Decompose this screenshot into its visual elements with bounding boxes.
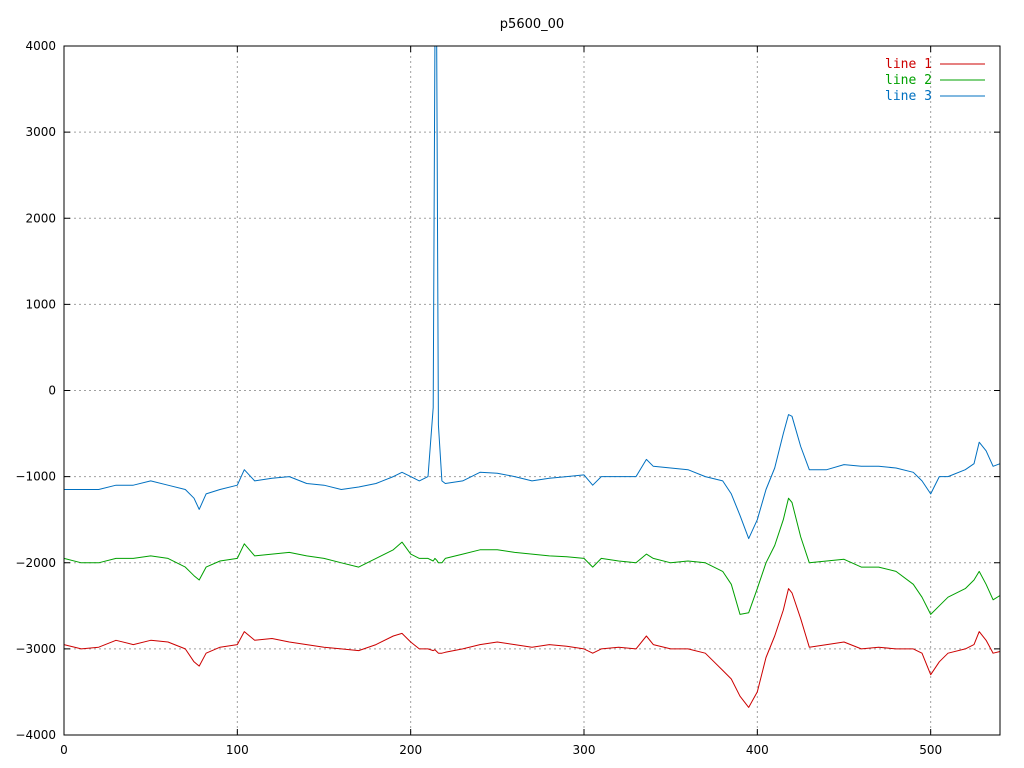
- legend-label-3: line 3: [885, 89, 932, 104]
- x-tick-label: 200: [399, 743, 422, 757]
- legend-label-2: line 2: [885, 73, 932, 88]
- series-line-1: [63, 588, 1001, 708]
- y-axis-tick-labels: −4000 −3000 −2000 −1000 0 1000 2000 3000 4000: [15, 39, 56, 742]
- x-tick-label: 300: [573, 743, 596, 757]
- x-axis-tick-labels: 0 100 200 300 400 500: [60, 743, 942, 757]
- y-tick-label: 3000: [25, 125, 56, 139]
- x-tick-label: 400: [746, 743, 769, 757]
- series-lines: [63, 45, 1001, 708]
- axis-ticks: [63, 45, 1000, 736]
- y-tick-label: −2000: [15, 556, 56, 570]
- legend-label-1: line 1: [885, 57, 932, 72]
- y-tick-label: −1000: [15, 470, 56, 484]
- x-tick-label: 100: [226, 743, 249, 757]
- y-tick-label: 0: [48, 384, 56, 398]
- y-tick-label: −4000: [15, 728, 56, 742]
- y-tick-label: 1000: [25, 297, 56, 311]
- y-tick-label: 4000: [25, 39, 56, 53]
- grid-lines: [64, 46, 1000, 735]
- x-tick-label: 0: [60, 743, 68, 757]
- y-tick-label: 2000: [25, 211, 56, 225]
- series-line-2: [63, 497, 1001, 615]
- series-line-3: [64, 45, 1001, 540]
- chart-title: p5600_00: [500, 17, 564, 32]
- x-tick-label: 500: [919, 743, 942, 757]
- y-tick-label: −3000: [15, 642, 56, 656]
